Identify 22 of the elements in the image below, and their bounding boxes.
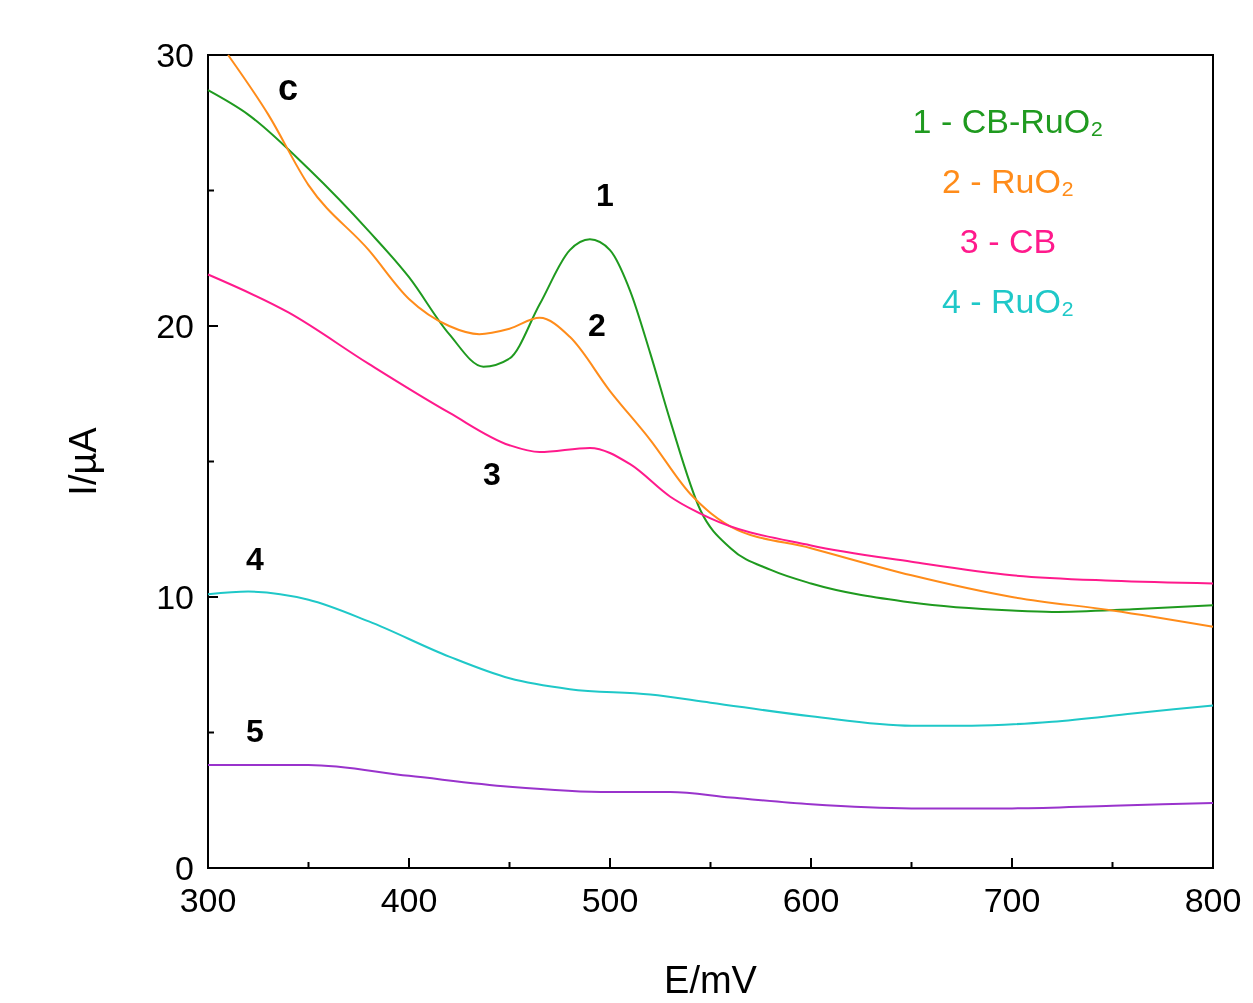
y-tick-label: 20: [156, 307, 194, 345]
annotation: 2: [588, 307, 606, 343]
annotation: 1: [596, 177, 614, 213]
x-tick-label: 700: [983, 881, 1041, 919]
line-series: [207, 764, 1214, 810]
x-axis-title: E/mV: [664, 959, 758, 1001]
x-tick-label: 800: [1184, 881, 1242, 919]
x-tick-label: 400: [380, 881, 438, 919]
annotation: 5: [246, 713, 264, 749]
x-tick-label: 500: [581, 881, 639, 919]
y-tick-label: 10: [156, 578, 194, 616]
text: 3 - CB: [959, 222, 1057, 260]
line-series: [207, 273, 1214, 585]
text: 4 - RuO₂: [941, 282, 1075, 320]
x-tick-label: 600: [782, 881, 840, 919]
y-axis-title: I/µA: [62, 426, 104, 496]
y-tick-label: 30: [156, 36, 194, 74]
text: 2 - RuO₂: [941, 162, 1075, 200]
annotation: 3: [483, 456, 501, 492]
annotation: 4: [246, 541, 264, 577]
annotation: c: [278, 67, 299, 108]
text: 1 - CB-RuO₂: [912, 102, 1104, 140]
